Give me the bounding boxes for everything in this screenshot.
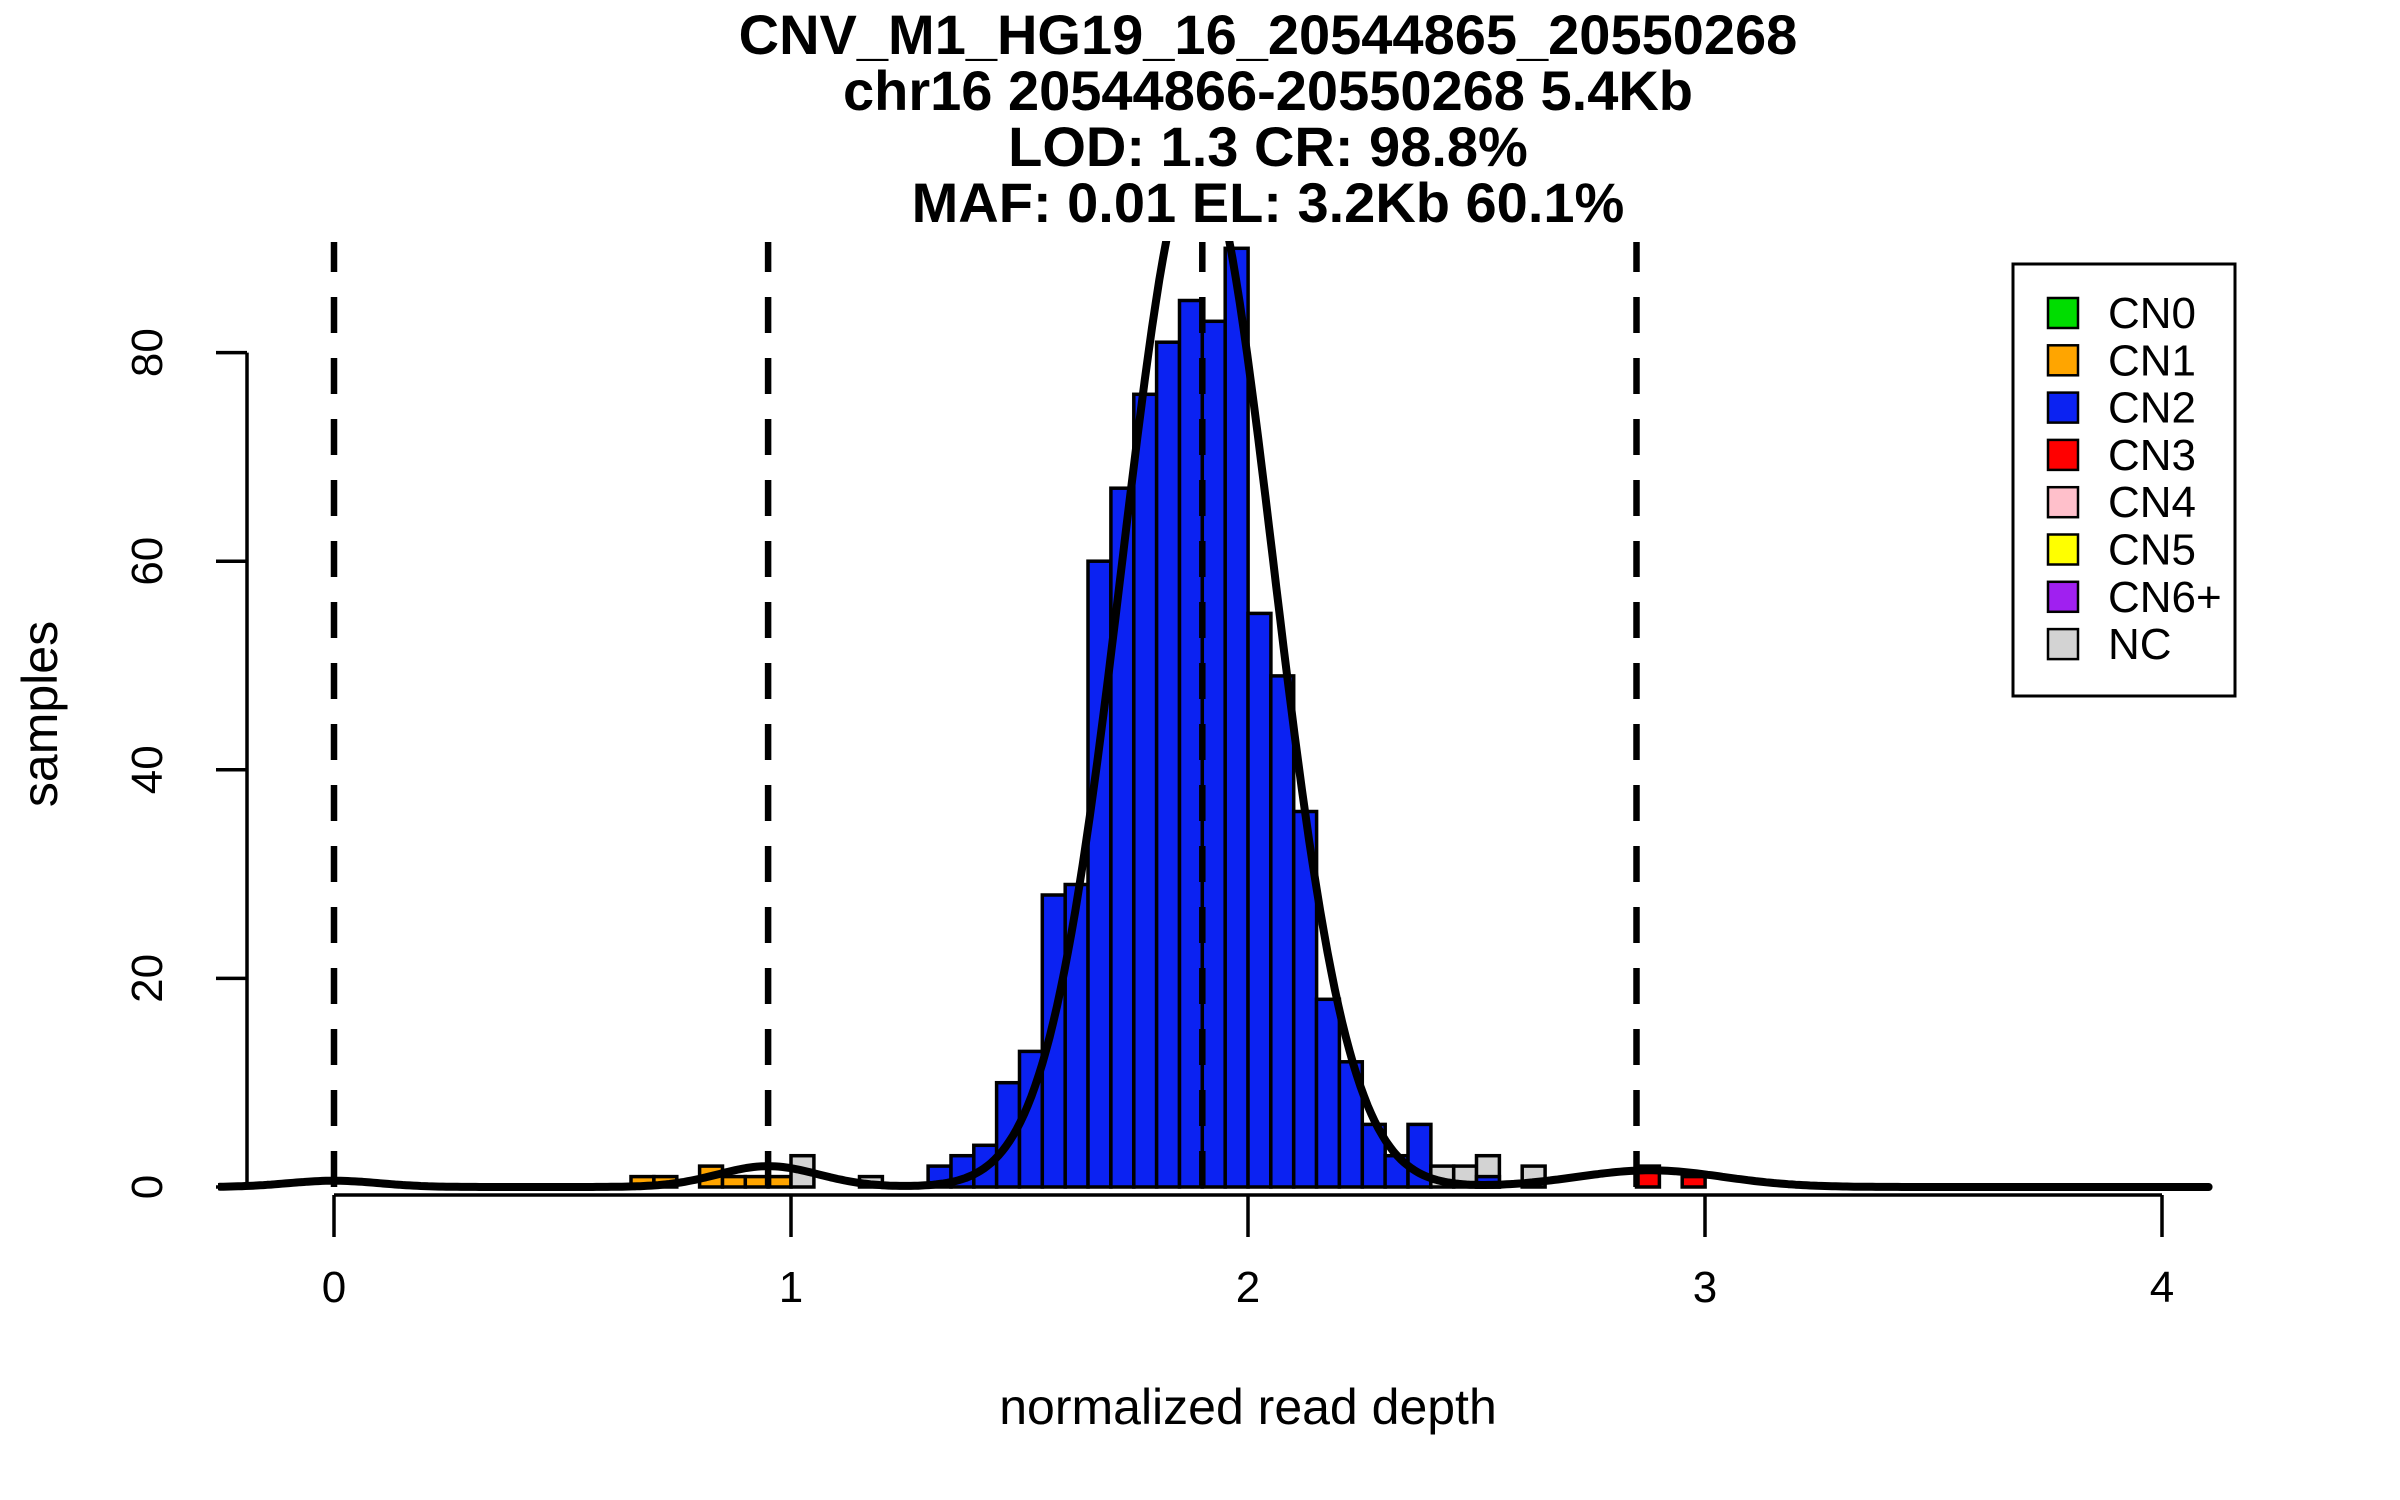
plot-title-line-3: LOD: 1.3 CR: 98.8% [1008, 115, 1528, 178]
x-axis-tick-label: 3 [1693, 1263, 1717, 1312]
y-axis-tick-label: 80 [123, 328, 172, 377]
histogram-bars-layer [629, 246, 1707, 1189]
legend-label-NC: NC [2108, 620, 2172, 669]
legend-label-CN4: CN4 [2108, 478, 2196, 527]
plot-title-line-4: MAF: 0.01 EL: 3.2Kb 60.1% [912, 171, 1625, 234]
plot-title-line-1: CNV_M1_HG19_16_20544865_20550268 [739, 3, 1798, 66]
legend-swatch-NC [2046, 627, 2080, 661]
y-axis-tick-label: 0 [123, 1175, 172, 1199]
x-axis-title: normalized read depth [999, 1379, 1497, 1435]
legend-label-CN2: CN2 [2108, 384, 2196, 433]
histogram-bar-CN2 [1223, 246, 1250, 1189]
histogram-bar-CN2 [1200, 319, 1227, 1189]
histogram-bar-CN1 [720, 1174, 748, 1189]
cluster-center-lines-layer [330, 242, 1640, 1187]
legend-label-CN3: CN3 [2108, 431, 2196, 480]
histogram-bar-CN2 [1154, 340, 1182, 1189]
legend-swatch-CN6plus [2046, 580, 2080, 614]
legend-swatch-CN0 [2046, 296, 2080, 330]
x-axis-tick-label: 0 [322, 1263, 346, 1312]
density-curve-layer [218, 241, 2213, 1191]
legend-swatch-CN5 [2046, 533, 2080, 566]
legend-swatch-CN3 [2046, 438, 2080, 472]
x-axis-tick-label: 2 [1236, 1263, 1260, 1312]
histogram-bar-CN1 [743, 1174, 770, 1189]
density-curve [218, 241, 2213, 1191]
legend-swatch-CN4 [2046, 485, 2080, 519]
legend-label-CN5: CN5 [2108, 526, 2196, 575]
histogram-bar-CN3 [1680, 1174, 1707, 1189]
legend-label-CN6plus: CN6+ [2108, 573, 2222, 622]
histogram-bar-CN2 [1269, 674, 1296, 1189]
y-axis-title: samples [12, 621, 68, 807]
x-axis-tick-label: 4 [2150, 1263, 2174, 1312]
plot-title-line-2: chr16 20544866-20550268 5.4Kb [843, 59, 1693, 122]
legend-label-CN1: CN1 [2108, 336, 2196, 385]
legend-box [2011, 262, 2237, 698]
histogram-bar-CN2 [1132, 392, 1159, 1189]
y-axis-tick-label: 20 [123, 954, 172, 1003]
legend-label-CN0: CN0 [2108, 289, 2196, 338]
histogram-bar-CN2 [1177, 298, 1205, 1189]
histogram-bar-CN2 [1314, 997, 1342, 1189]
histogram-bar-CN2 [1246, 611, 1273, 1189]
histogram-bar-CN1 [766, 1174, 793, 1189]
y-axis-tick-label: 60 [123, 537, 172, 586]
legend-swatch-CN2 [2046, 391, 2080, 424]
legend-swatch-CN1 [2046, 344, 2080, 377]
y-axis-tick-label: 40 [123, 745, 172, 794]
x-axis-tick-label: 1 [779, 1263, 803, 1312]
